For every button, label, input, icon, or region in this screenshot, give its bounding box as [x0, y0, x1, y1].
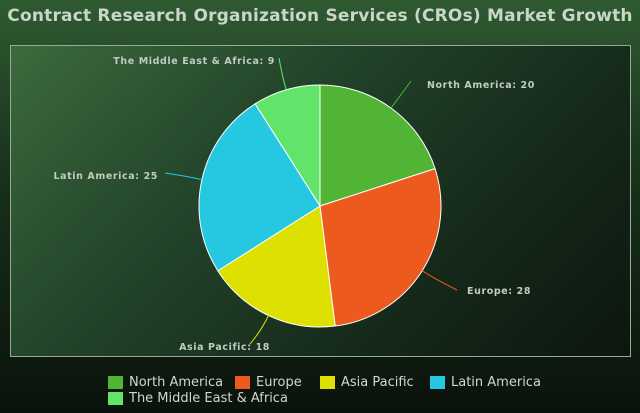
legend-swatch-latin-america: [430, 376, 445, 389]
pie-slice-the-middle-east-and-africa[interactable]: [254, 84, 321, 208]
leader-line-latin-america: [164, 172, 203, 181]
legend-item-asia-pacific[interactable]: Asia Pacific: [320, 375, 414, 390]
data-label-asia-pacific: Asia Pacific: 18: [179, 342, 270, 353]
legend-label-latin-america: Latin America: [451, 375, 541, 390]
leader-line-europe: [421, 270, 458, 291]
data-label-the-middle-east-and-africa: The Middle East & Africa: 9: [113, 56, 275, 67]
legend-swatch-asia-pacific: [320, 376, 335, 389]
leader-line-the-middle-east-and-africa: [278, 57, 287, 90]
pie-slice-latin-america[interactable]: [198, 103, 321, 272]
legend-item-latin-america[interactable]: Latin America: [430, 375, 541, 390]
pie-slice-north-america[interactable]: [319, 84, 436, 207]
data-label-north-america: North America: 20: [427, 80, 535, 91]
legend-swatch-middle-east-africa: [108, 392, 123, 405]
leader-line-north-america: [390, 80, 412, 109]
chart-title: Contract Research Organization Services …: [7, 6, 633, 26]
pie-slice-asia-pacific[interactable]: [217, 205, 336, 328]
legend-item-middle-east-africa[interactable]: The Middle East & Africa: [108, 391, 288, 406]
legend-label-asia-pacific: Asia Pacific: [341, 375, 414, 390]
leader-line-asia-pacific: [249, 315, 269, 345]
legend-item-europe[interactable]: Europe: [235, 375, 302, 390]
legend-label-europe: Europe: [256, 375, 302, 390]
legend-label-middle-east-africa: The Middle East & Africa: [129, 391, 288, 406]
data-label-europe: Europe: 28: [467, 286, 531, 297]
legend-label-north-america: North America: [129, 375, 224, 390]
legend-swatch-north-america: [108, 376, 123, 389]
data-label-latin-america: Latin America: 25: [53, 171, 158, 182]
legend-swatch-europe: [235, 376, 250, 389]
legend-item-north-america[interactable]: North America: [108, 375, 223, 390]
pie-slice-europe[interactable]: [319, 167, 442, 327]
